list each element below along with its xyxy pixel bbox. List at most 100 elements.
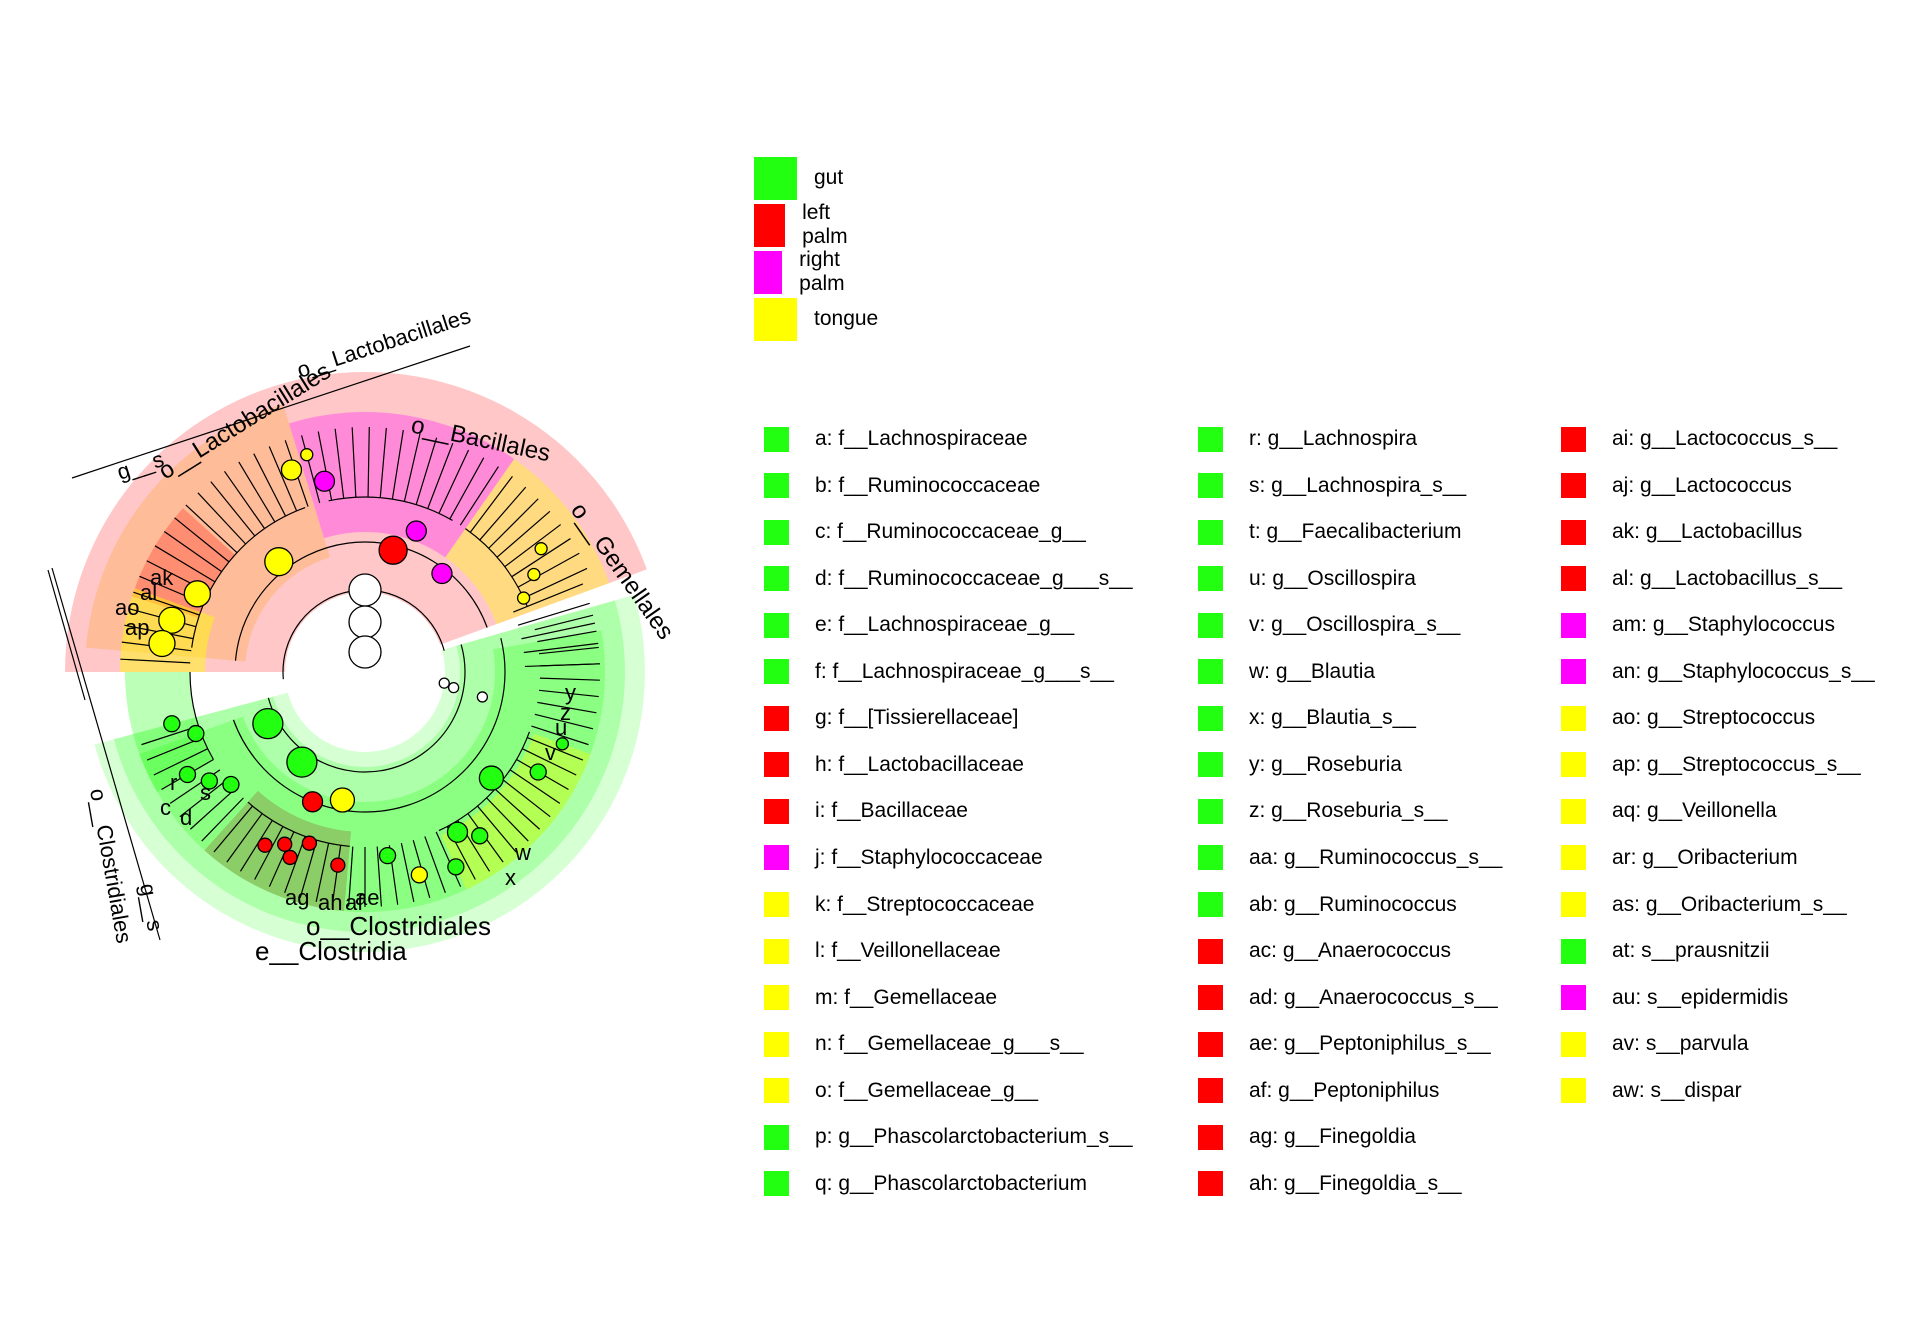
label-leader-line [47, 569, 86, 701]
taxa-key-item: b: f__Ruminococcaceae [764, 472, 1040, 500]
taxa-key-swatch [764, 566, 789, 592]
taxa-key-label: ag: g__Finegoldia [1249, 1125, 1416, 1149]
clade-label: g__s [135, 882, 168, 933]
taxa-key-swatch [764, 845, 789, 871]
tree-node [277, 836, 293, 852]
tree-node [534, 542, 548, 556]
taxa-key-item: ak: g__Lactobacillus [1561, 518, 1802, 546]
taxa-key-item: ap: g__Streptococcus_s__ [1561, 751, 1861, 779]
taxa-key-item: av: s__parvula [1561, 1030, 1749, 1058]
taxa-key-item: n: f__Gemellaceae_g___s__ [764, 1030, 1084, 1058]
taxa-key-item: v: g__Oscillospira_s__ [1198, 611, 1460, 639]
branch-line [523, 567, 588, 599]
tree-nodes [148, 448, 569, 884]
taxa-key-item: af: g__Peptoniphilus [1198, 1077, 1439, 1105]
leaf-letter-label: af [345, 890, 364, 915]
taxa-key-label: q: g__Phascolarctobacterium [815, 1171, 1087, 1195]
tree-node [431, 562, 453, 585]
tree-node [378, 846, 397, 865]
branch-line [538, 689, 599, 698]
veillonellaceae-sector [441, 733, 591, 890]
taxa-key-swatch [1198, 612, 1223, 638]
branch-line [226, 813, 263, 863]
taxa-key-swatch [1198, 752, 1223, 778]
leaf-letter-label: ah [318, 890, 342, 915]
taxa-key-label: i: f__Bacillaceae [815, 799, 968, 823]
tree-node [476, 691, 489, 703]
branch-line [424, 836, 446, 894]
leaf-letter-label: y [565, 680, 576, 705]
branch-line [523, 642, 599, 654]
class-legend-label: left palm [802, 201, 848, 248]
branch-arc [232, 637, 506, 813]
tree-node [280, 459, 303, 481]
taxa-key-label: d: f__Ruminococcaceae_g___s__ [815, 566, 1133, 590]
tree-node [516, 591, 531, 605]
tree-node [330, 857, 346, 873]
leaf-letter-label: ae [355, 885, 379, 910]
branch-line [537, 701, 597, 714]
gemellales-sector [445, 459, 610, 625]
taxa-key-swatch [1198, 1171, 1223, 1197]
taxa-key-item: t: g__Faecalibacterium [1198, 518, 1461, 546]
tree-node [301, 791, 324, 813]
class-legend-item-right-palm: right palm [754, 248, 860, 295]
taxa-key-label: s: g__Lachnospira_s__ [1249, 473, 1467, 497]
class-legend-item-gut: gut [754, 156, 843, 200]
taxa-key-label: g: f__[Tissierellaceae] [815, 706, 1019, 730]
tree-node [178, 765, 197, 784]
taxa-key-item: c: f__Ruminococcaceae_g__ [764, 518, 1086, 546]
taxa-key-swatch [1198, 892, 1223, 917]
taxa-key-item: an: g__Staphylococcus_s__ [1561, 658, 1875, 686]
branch-line [538, 646, 599, 655]
branch-arc [189, 671, 214, 760]
branch-line [254, 826, 284, 880]
taxa-key-label: e: f__Lachnospiraceae_g__ [815, 613, 1075, 637]
branch-line [189, 788, 236, 830]
tree-node [348, 573, 382, 607]
clade-label: o__Lactobacillales [294, 303, 474, 383]
branch-line [351, 427, 357, 498]
taxa-key-label: aw: s__dispar [1612, 1078, 1742, 1102]
leaf-letter-label: z [560, 700, 571, 725]
tree-node [286, 746, 318, 778]
branch-line [299, 840, 318, 899]
tree-node [163, 715, 181, 733]
leaf-letter-label: d [180, 805, 192, 830]
taxa-key-swatch [1198, 798, 1223, 824]
taxa-key-item: au: s__epidermidis [1561, 984, 1788, 1012]
taxa-key-item: ad: g__Anaerococcus_s__ [1198, 984, 1498, 1012]
branch-line [400, 843, 415, 902]
taxa-key-label: r: g__Lachnospira [1249, 427, 1418, 450]
branch-line [524, 663, 600, 668]
branch-line [223, 470, 266, 529]
branch-line [534, 713, 594, 730]
branch-line [201, 797, 244, 842]
taxa-key-label: ao: g__Streptococcus [1612, 706, 1816, 730]
branch-line [253, 453, 287, 517]
taxa-key-item: g: f__[Tissierellaceae] [764, 704, 1019, 732]
branch-line [459, 466, 499, 526]
branch-line [469, 475, 513, 533]
tree-node [158, 606, 186, 634]
tree-node [148, 629, 176, 658]
branch-line [367, 427, 370, 498]
taxa-key-swatch [1198, 705, 1223, 731]
clade-label: e__Clostridia [255, 936, 407, 966]
taxa-key-label: ad: g__Anaerococcus_s__ [1249, 985, 1498, 1009]
taxa-key-item: o: f__Gemellaceae_g__ [764, 1077, 1038, 1105]
branch-line [449, 457, 485, 520]
taxa-key-label: n: f__Gemellaceae_g___s__ [815, 1032, 1084, 1056]
taxa-key-label: u: g__Oscillospira [1249, 566, 1416, 590]
taxa-key-item: ar: g__Oribacterium [1561, 844, 1798, 872]
taxa-key-item: i: f__Bacillaceae [764, 797, 968, 825]
tree-branches [120, 427, 600, 907]
taxa-key-item: ai: g__Lactococcus_s__ [1561, 425, 1837, 453]
taxa-key-label: aj: g__Lactococcus [1612, 473, 1792, 497]
branch-line [502, 779, 551, 818]
clade-label: o__Clostridiales [306, 911, 491, 941]
taxa-key-swatch [764, 426, 789, 452]
tree-node [471, 827, 489, 845]
branch-line [163, 530, 222, 573]
taxa-key-label: ac: g__Anaerococcus [1249, 939, 1451, 963]
